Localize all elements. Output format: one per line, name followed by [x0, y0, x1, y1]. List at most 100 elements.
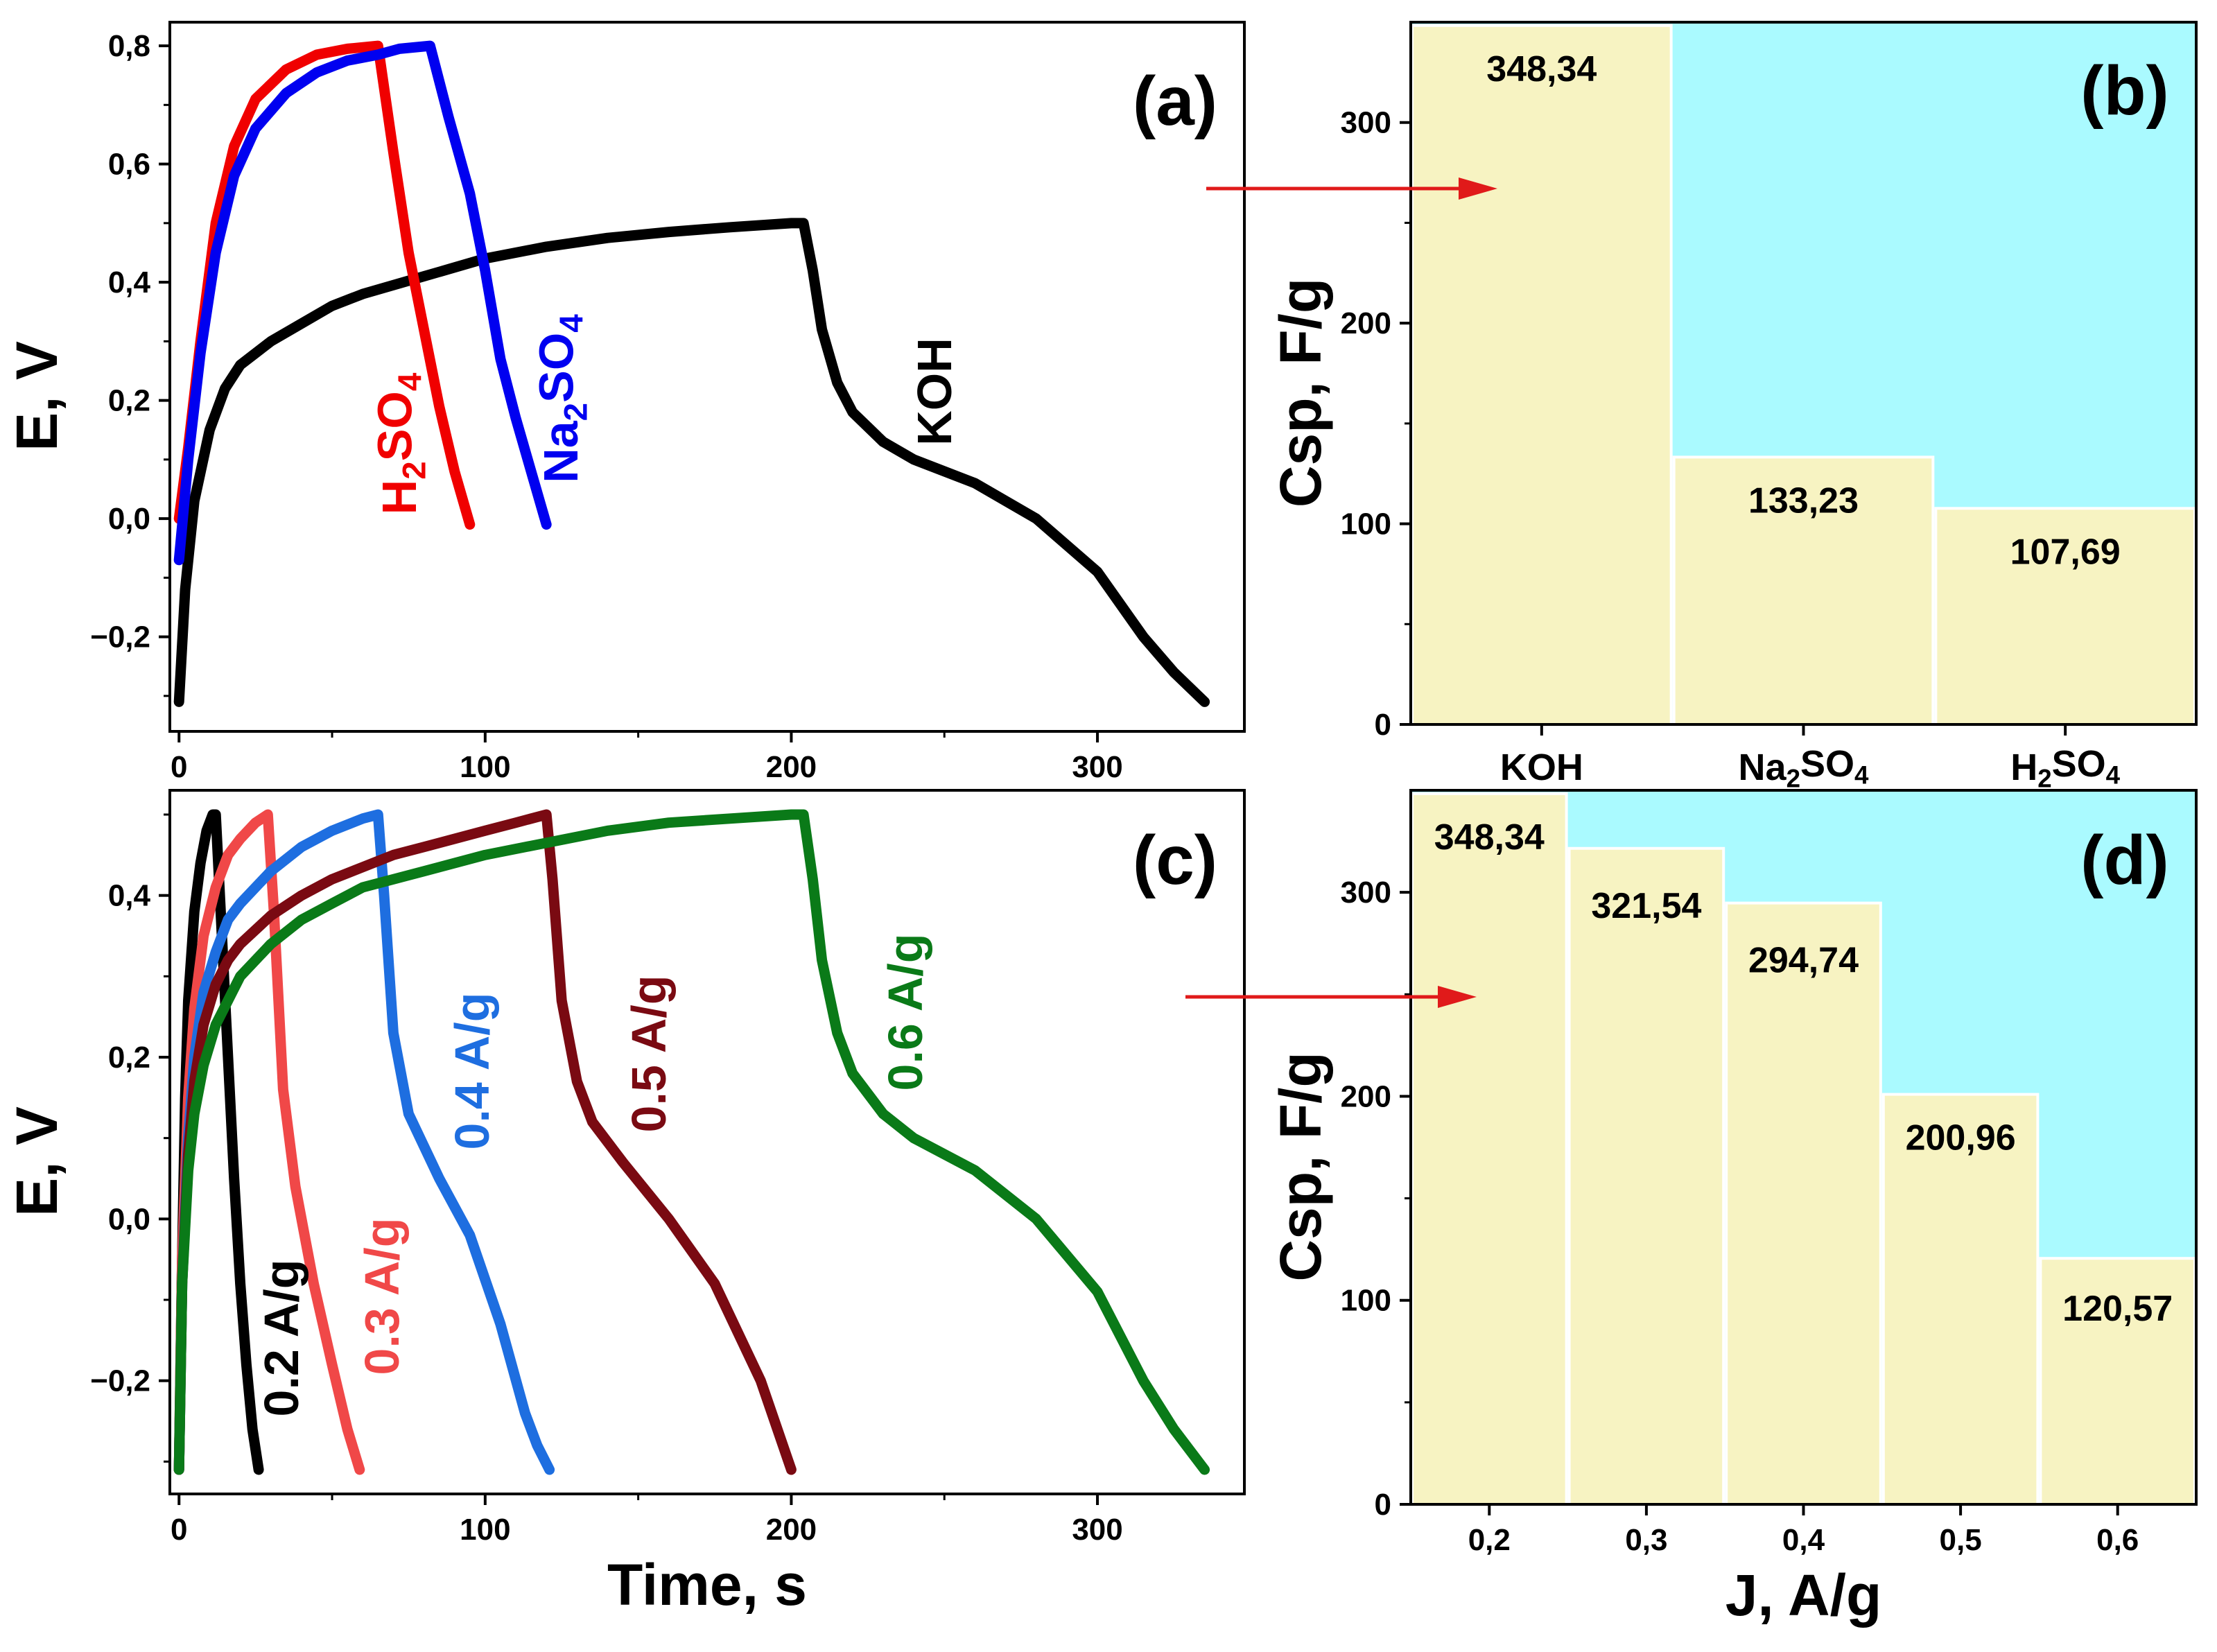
y-tick-label: 0,8 [108, 29, 150, 63]
x-tick-label: 0,6 [2096, 1523, 2139, 1557]
bar [1881, 1093, 2040, 1506]
y-tick-label: 100 [1341, 1284, 1391, 1318]
x-tick-label: 300 [1072, 1513, 1122, 1547]
series-line-0-5-a-g [173, 809, 797, 1475]
panel-label: (a) [1133, 62, 1217, 140]
bar [2039, 1257, 2196, 1506]
formula-part: 0.3 A/g [355, 1218, 409, 1375]
x-tick-label: 0,3 [1625, 1523, 1667, 1557]
x-tick-label: 0,2 [1468, 1523, 1511, 1557]
arrow-to-panel-d [1185, 986, 1477, 1008]
x-tick-label: 200 [766, 750, 817, 784]
y-tick-label: 0,0 [108, 1202, 150, 1236]
bar [1567, 846, 1725, 1506]
panel-b: 348,34KOH133,23Na2SO4107,69H2SO401002003… [1268, 21, 2198, 792]
y-tick-label: 0 [1375, 1488, 1391, 1522]
bar-value-label: 348,34 [1486, 49, 1597, 89]
formula-subscript: 2 [396, 461, 433, 479]
formula-subscript: 4 [553, 314, 590, 333]
formula-subscript: 4 [1854, 760, 1869, 789]
y-axis-label: Csp, F/g [1268, 1052, 1333, 1281]
bar [1725, 901, 1882, 1506]
x-axis-label: Time, s [607, 1552, 807, 1617]
y-tick-label: 0,2 [108, 384, 150, 418]
y-tick-label: 0,4 [108, 266, 151, 299]
x-tick-label: 100 [460, 750, 510, 784]
series-line-0-6-a-g [173, 809, 1210, 1475]
formula-part: Na [534, 420, 588, 483]
series-label: 0.3 A/g [355, 1218, 409, 1375]
series-label: H2SO4 [368, 372, 433, 514]
bar [1411, 792, 1568, 1506]
panel-label: (c) [1133, 821, 1217, 899]
bar-value-label: 348,34 [1434, 817, 1545, 858]
series-line-koh [173, 218, 1210, 707]
series-label: 0.6 A/g [878, 934, 932, 1091]
plot-frame [168, 21, 1246, 733]
y-tick-label: −0,2 [90, 620, 150, 654]
bar [1411, 24, 1673, 727]
bar [1934, 507, 2196, 727]
bar-value-label: 294,74 [1748, 941, 1859, 981]
y-axis-label: E, V [4, 341, 69, 451]
y-tick-label: 300 [1341, 106, 1391, 140]
panel-c: 0 100 200 300 −0,2 0,0 0,2 0,4 E, V Time, s 0.2 A/… [4, 789, 1246, 1617]
series-label: KOH [907, 338, 962, 446]
y-tick-label: 0,2 [108, 1041, 150, 1075]
x-category-label: H2SO4 [2010, 743, 2120, 792]
formula-part: 0.4 A/g [445, 993, 499, 1150]
formula-subscript: 2 [1786, 764, 1800, 792]
x-tick-label: 0 [171, 1513, 187, 1547]
x-tick-label: 200 [766, 1513, 817, 1547]
y-tick-label: 0,0 [108, 502, 150, 536]
plot-frame [168, 789, 1246, 1495]
bar-value-label: 107,69 [2010, 532, 2121, 572]
series-line-na2so4 [173, 40, 552, 566]
plot-frame [1409, 21, 2198, 726]
formula-part: 0.6 A/g [878, 934, 932, 1091]
x-category-label: KOH [1500, 747, 1583, 788]
panel-label: (d) [2080, 821, 2169, 899]
y-axis-label: Csp, F/g [1268, 278, 1333, 507]
bar-value-label: 321,54 [1591, 886, 1701, 926]
formula-part: KOH [1500, 747, 1583, 788]
formula-subscript: 2 [2037, 764, 2051, 792]
bar-value-label: 120,57 [2062, 1289, 2173, 1329]
x-tick-label: 100 [460, 1513, 510, 1547]
y-tick-label: 100 [1341, 507, 1391, 541]
formula-part: 0.5 A/g [622, 975, 676, 1133]
bar [1672, 455, 1935, 726]
y-tick-label: 200 [1341, 306, 1391, 340]
y-tick-label: 0,6 [108, 148, 150, 182]
formula-part: KOH [907, 338, 962, 446]
formula-subscript: 4 [392, 372, 428, 391]
bar-value-label: 133,23 [1748, 480, 1859, 521]
formula-part: SO [530, 333, 584, 403]
formula-part: Na [1739, 747, 1787, 788]
formula-subscript: 4 [2106, 760, 2121, 789]
series-line-0-4-a-g [173, 809, 555, 1475]
formula-part: 0.2 A/g [254, 1260, 308, 1417]
x-category-label: Na2SO4 [1739, 743, 1869, 792]
bar-value-label: 200,96 [1906, 1118, 2016, 1158]
formula-part: SO [2052, 743, 2106, 785]
formula-part: H [2010, 747, 2037, 788]
formula-part: H [372, 480, 426, 515]
series-label: 0.5 A/g [622, 975, 676, 1133]
y-tick-label: −0,2 [90, 1364, 150, 1398]
plot-frame [1409, 789, 2198, 1506]
formula-part: SO [368, 391, 422, 461]
panel-a: 0 100 200 300−0,20,00,20,40,60,8E, V KOHH2SO… [4, 21, 1246, 784]
x-tick-label: 0,5 [1940, 1523, 1982, 1557]
x-tick-label: 0,4 [1782, 1523, 1825, 1557]
panel-d: 348,34 0,2 321,54 0,3 294,74 0,4 200,96 0,5 120,… [1268, 789, 2198, 1628]
x-tick-label: 0 [171, 750, 187, 784]
arrow-head [1438, 986, 1477, 1008]
series-label: Na2SO4 [530, 314, 595, 483]
arrow-to-panel-b [1206, 177, 1497, 200]
y-axis-label: E, V [4, 1106, 69, 1217]
panel-label: (b) [2080, 52, 2169, 130]
x-tick-label: 300 [1072, 750, 1122, 784]
series-label: 0.4 A/g [445, 993, 499, 1150]
